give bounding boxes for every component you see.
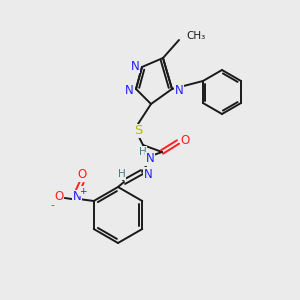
Text: H: H — [118, 169, 126, 179]
Text: O: O — [54, 190, 63, 203]
Text: CH₃: CH₃ — [186, 31, 205, 41]
Text: N: N — [146, 152, 154, 166]
Text: S: S — [134, 124, 142, 137]
Text: +: + — [79, 187, 86, 196]
Text: N: N — [130, 59, 140, 73]
Text: O: O — [180, 134, 190, 148]
Text: N: N — [124, 85, 134, 98]
Text: O: O — [77, 169, 86, 182]
Text: N: N — [72, 190, 81, 203]
Text: -: - — [51, 200, 55, 210]
Text: H: H — [139, 147, 147, 157]
Text: N: N — [144, 167, 152, 181]
Text: N: N — [175, 83, 183, 97]
